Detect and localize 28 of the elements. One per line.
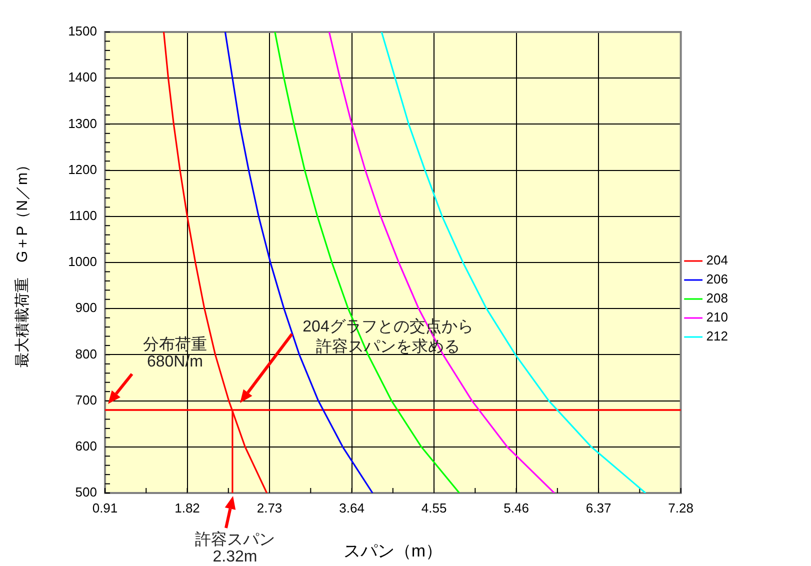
y-tick-label: 1000 (68, 254, 97, 270)
legend-label: 204 (706, 252, 728, 268)
x-tick-label: 1.82 (174, 500, 200, 516)
legend-label: 206 (706, 272, 728, 287)
legend-label: 212 (706, 328, 728, 344)
y-tick-label: 1100 (69, 208, 97, 223)
text: 2.32m (212, 548, 258, 566)
x-tick-label: 2.73 (256, 500, 282, 516)
y-tick-label: 1500 (68, 24, 97, 39)
y-tick-label: 600 (75, 438, 97, 454)
y-axis-title: 最大積載荷重 G＋P（N／m） (14, 158, 32, 368)
y-tick-label: 700 (75, 392, 97, 408)
legend-label: 208 (706, 290, 728, 306)
x-tick-label: 7.28 (668, 500, 694, 516)
y-tick-label: 1300 (68, 116, 97, 131)
x-tick-label: 6.37 (586, 500, 612, 516)
x-tick-label: 3.64 (339, 500, 364, 516)
legend-label: 210 (706, 310, 728, 325)
y-tick-label: 1400 (68, 70, 97, 85)
x-tick-label: 0.91 (92, 500, 118, 516)
y-tick-label: 1200 (68, 162, 97, 177)
y-tick-label: 900 (75, 300, 97, 316)
text: 許容スパン (195, 530, 275, 548)
y-tick-label: 800 (75, 346, 97, 362)
x-tick-label: 5.46 (504, 500, 529, 516)
x-axis-title: スパン（m） (343, 541, 442, 560)
y-tick-label: 500 (75, 484, 97, 500)
x-tick-label: 4.55 (421, 500, 447, 516)
